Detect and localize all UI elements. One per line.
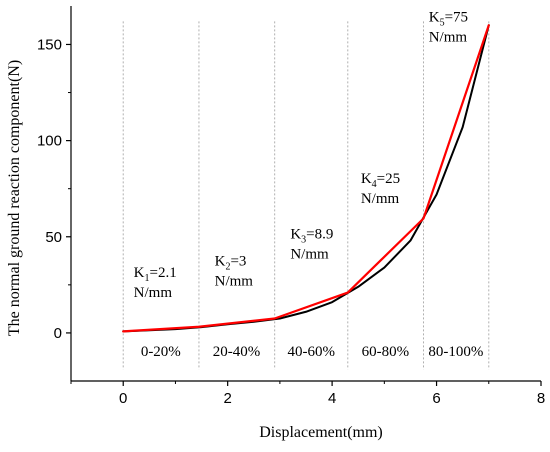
stiffness-unit-label: N/mm xyxy=(290,247,329,263)
stiffness-label: K4=25 xyxy=(361,171,400,190)
y-axis-label: The normal ground reaction component(N) xyxy=(6,60,23,336)
stiffness-label: K1=2.1 xyxy=(134,265,177,284)
range-label: 0-20% xyxy=(141,344,181,360)
range-label: 80-100% xyxy=(428,344,483,360)
stiffness-unit-label: N/mm xyxy=(361,191,400,207)
stiffness-unit-label: N/mm xyxy=(134,285,173,301)
range-label: 40-60% xyxy=(287,344,335,360)
stiffness-label: K3=8.9 xyxy=(290,227,333,246)
piecewise-fit-line xyxy=(122,24,490,333)
x-axis-label: Displacement(mm) xyxy=(259,424,383,441)
stiffness-label: K2=3 xyxy=(215,254,247,273)
stiffness-unit-label: N/mm xyxy=(215,274,254,290)
x-tick-label: 8 xyxy=(537,390,545,407)
x-tick-label: 2 xyxy=(223,390,231,407)
plot-area: 0 2 4 6 8050100150K1=2.1N/mmK2=3N/mmK3=8.9N/… xyxy=(37,6,545,407)
y-tick-label: 100 xyxy=(37,133,62,150)
range-label: 60-80% xyxy=(362,344,410,360)
range-label: 20-40% xyxy=(213,344,261,360)
stiffness-label: K5=75 xyxy=(429,9,468,28)
y-tick-label: 150 xyxy=(37,36,62,53)
y-tick-label: 0 xyxy=(54,325,62,342)
y-tick-label: 50 xyxy=(45,229,62,246)
stiffness-unit-label: N/mm xyxy=(429,29,468,45)
x-tick-label: 4 xyxy=(328,390,336,407)
x-tick-label: 0 xyxy=(119,390,127,407)
x-tick-label: 6 xyxy=(432,390,440,407)
